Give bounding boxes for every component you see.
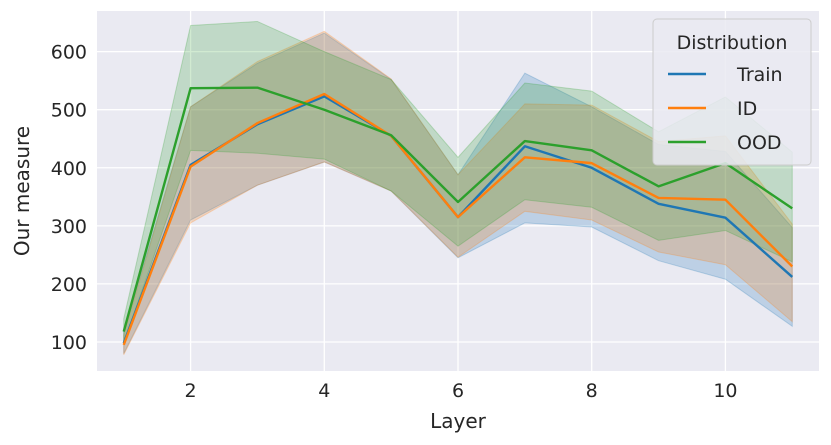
band-ood bbox=[123, 20, 793, 344]
x-axis-label: Layer bbox=[430, 409, 487, 433]
legend-label-train: Train bbox=[736, 64, 783, 86]
band-train bbox=[123, 32, 793, 354]
confidence-bands bbox=[123, 20, 793, 355]
y-tick-labels: 100 200 300 400 500 600 bbox=[51, 42, 87, 354]
y-tick-label: 300 bbox=[51, 216, 87, 238]
x-tick-label: 8 bbox=[586, 380, 598, 402]
legend-label-id: ID bbox=[737, 98, 757, 120]
x-tick-labels: 2 4 6 8 10 bbox=[185, 380, 738, 402]
legend-label-ood: OOD bbox=[737, 132, 782, 154]
legend-title: Distribution bbox=[677, 32, 788, 54]
y-tick-label: 500 bbox=[51, 100, 87, 122]
y-tick-label: 400 bbox=[51, 158, 87, 180]
line-ood bbox=[122, 86, 793, 332]
legend: Distribution Train ID OOD bbox=[652, 18, 812, 166]
y-tick-label: 100 bbox=[51, 332, 87, 354]
x-tick-label: 4 bbox=[318, 380, 330, 402]
y-axis-label: Our measure bbox=[10, 126, 34, 256]
x-tick-label: 10 bbox=[713, 380, 737, 402]
series-lines bbox=[122, 86, 794, 346]
legend-box bbox=[652, 18, 812, 166]
band-id bbox=[123, 30, 793, 355]
line-id bbox=[122, 92, 794, 346]
x-tick-label: 6 bbox=[452, 380, 464, 402]
y-tick-label: 600 bbox=[51, 42, 87, 64]
y-tick-label: 200 bbox=[51, 274, 87, 296]
x-tick-label: 2 bbox=[185, 380, 197, 402]
